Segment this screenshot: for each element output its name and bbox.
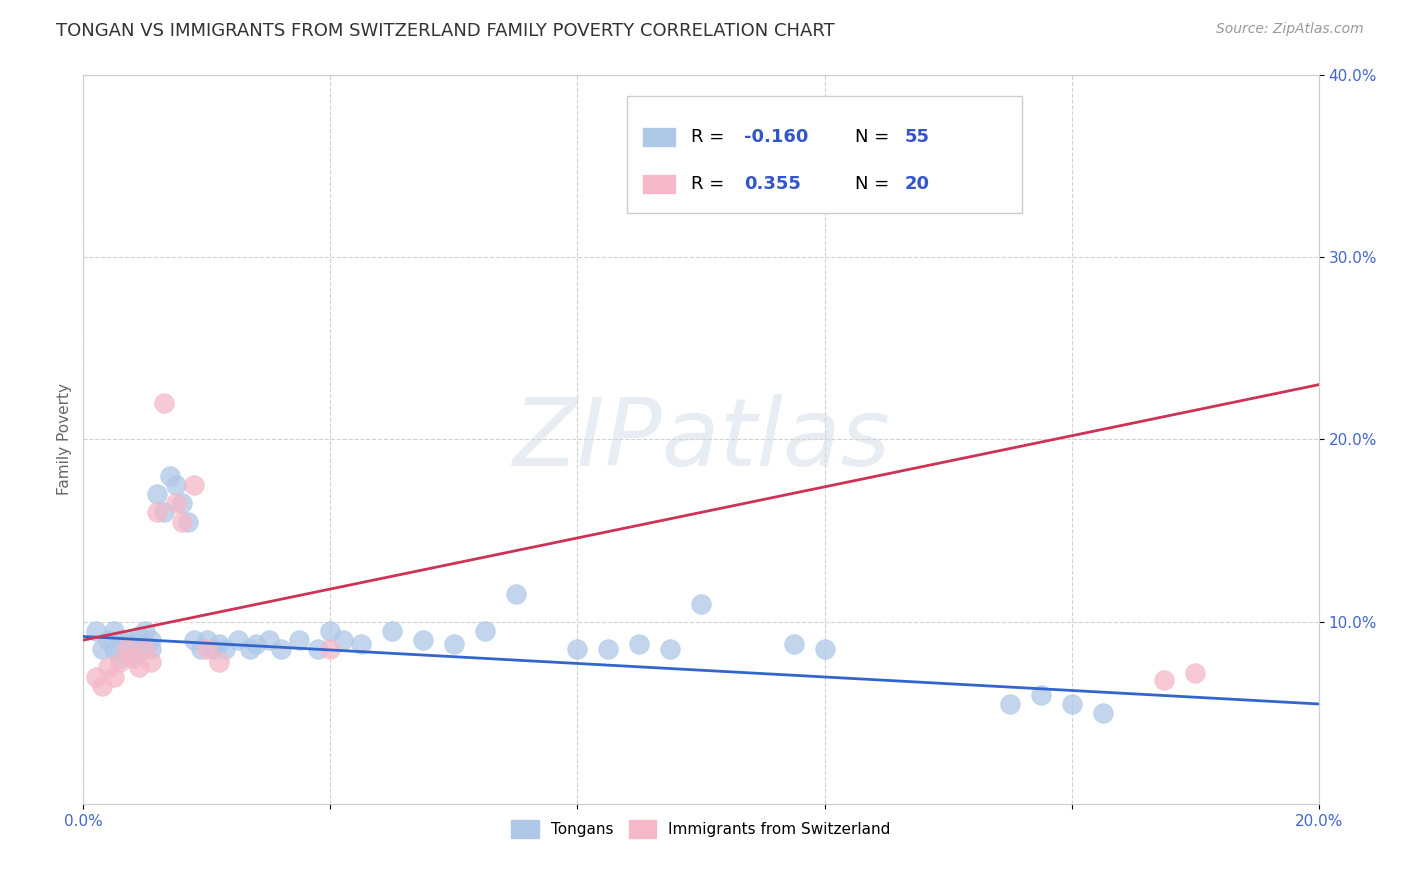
Point <box>90 679 112 693</box>
Point <box>141 655 163 669</box>
Text: N =: N = <box>855 128 896 146</box>
Point <box>110 655 132 669</box>
Point <box>208 637 231 651</box>
FancyBboxPatch shape <box>641 127 676 147</box>
Point <box>103 624 125 638</box>
Point <box>115 642 138 657</box>
Point <box>121 648 143 662</box>
Point <box>202 642 225 657</box>
Point <box>1091 706 1114 720</box>
Point <box>332 633 354 648</box>
Point <box>97 660 120 674</box>
Point <box>782 637 804 651</box>
Point <box>84 670 107 684</box>
Text: R =: R = <box>692 128 730 146</box>
Point <box>141 642 163 657</box>
Point <box>208 655 231 669</box>
Text: 0.355: 0.355 <box>744 175 801 193</box>
Point <box>307 642 329 657</box>
Point <box>177 515 200 529</box>
Point <box>190 642 212 657</box>
Point <box>97 633 120 648</box>
Point <box>505 587 527 601</box>
Point <box>141 633 163 648</box>
Text: 20: 20 <box>905 175 929 193</box>
Point <box>195 642 218 657</box>
Point <box>103 642 125 657</box>
Point <box>115 633 138 648</box>
Point <box>813 642 835 657</box>
Point <box>381 624 404 638</box>
FancyBboxPatch shape <box>627 96 1022 213</box>
Point <box>690 597 713 611</box>
Point <box>195 633 218 648</box>
Point <box>474 624 496 638</box>
Point <box>134 642 156 657</box>
Point <box>152 396 174 410</box>
Point <box>628 637 651 651</box>
Point <box>110 633 132 648</box>
Text: -0.160: -0.160 <box>744 128 808 146</box>
Text: R =: R = <box>692 175 730 193</box>
Point <box>146 505 169 519</box>
Point <box>319 642 342 657</box>
Point <box>288 633 311 648</box>
Point <box>90 642 112 657</box>
Text: TONGAN VS IMMIGRANTS FROM SWITZERLAND FAMILY POVERTY CORRELATION CHART: TONGAN VS IMMIGRANTS FROM SWITZERLAND FA… <box>56 22 835 40</box>
Point <box>239 642 262 657</box>
Point <box>134 624 156 638</box>
Point <box>121 651 143 665</box>
Y-axis label: Family Poverty: Family Poverty <box>58 384 72 495</box>
Point <box>1060 697 1083 711</box>
Point <box>214 642 236 657</box>
Point <box>659 642 682 657</box>
Point <box>165 496 187 510</box>
Point <box>443 637 465 651</box>
Text: 55: 55 <box>905 128 929 146</box>
Point <box>257 633 280 648</box>
Point <box>115 642 138 657</box>
Point <box>134 637 156 651</box>
Point <box>183 478 205 492</box>
Point <box>319 624 342 638</box>
Point <box>567 642 589 657</box>
Text: N =: N = <box>855 175 896 193</box>
Point <box>412 633 434 648</box>
Text: Source: ZipAtlas.com: Source: ZipAtlas.com <box>1216 22 1364 37</box>
Point <box>152 505 174 519</box>
Point <box>1153 673 1175 688</box>
Point <box>128 660 150 674</box>
Point <box>110 651 132 665</box>
Point <box>226 633 249 648</box>
Point <box>245 637 267 651</box>
FancyBboxPatch shape <box>641 174 676 194</box>
Point <box>159 469 181 483</box>
Point <box>84 624 107 638</box>
Point <box>172 496 194 510</box>
Point <box>172 515 194 529</box>
Point <box>121 637 143 651</box>
Point <box>1184 665 1206 680</box>
Point <box>146 487 169 501</box>
Point <box>1029 688 1052 702</box>
Point <box>350 637 373 651</box>
Point <box>270 642 292 657</box>
Point <box>103 670 125 684</box>
Point <box>128 630 150 644</box>
Text: ZIPatlas: ZIPatlas <box>512 394 890 485</box>
Point <box>598 642 620 657</box>
Point <box>183 633 205 648</box>
Point <box>165 478 187 492</box>
Legend: Tongans, Immigrants from Switzerland: Tongans, Immigrants from Switzerland <box>505 814 897 844</box>
Point <box>128 642 150 657</box>
Point <box>998 697 1021 711</box>
